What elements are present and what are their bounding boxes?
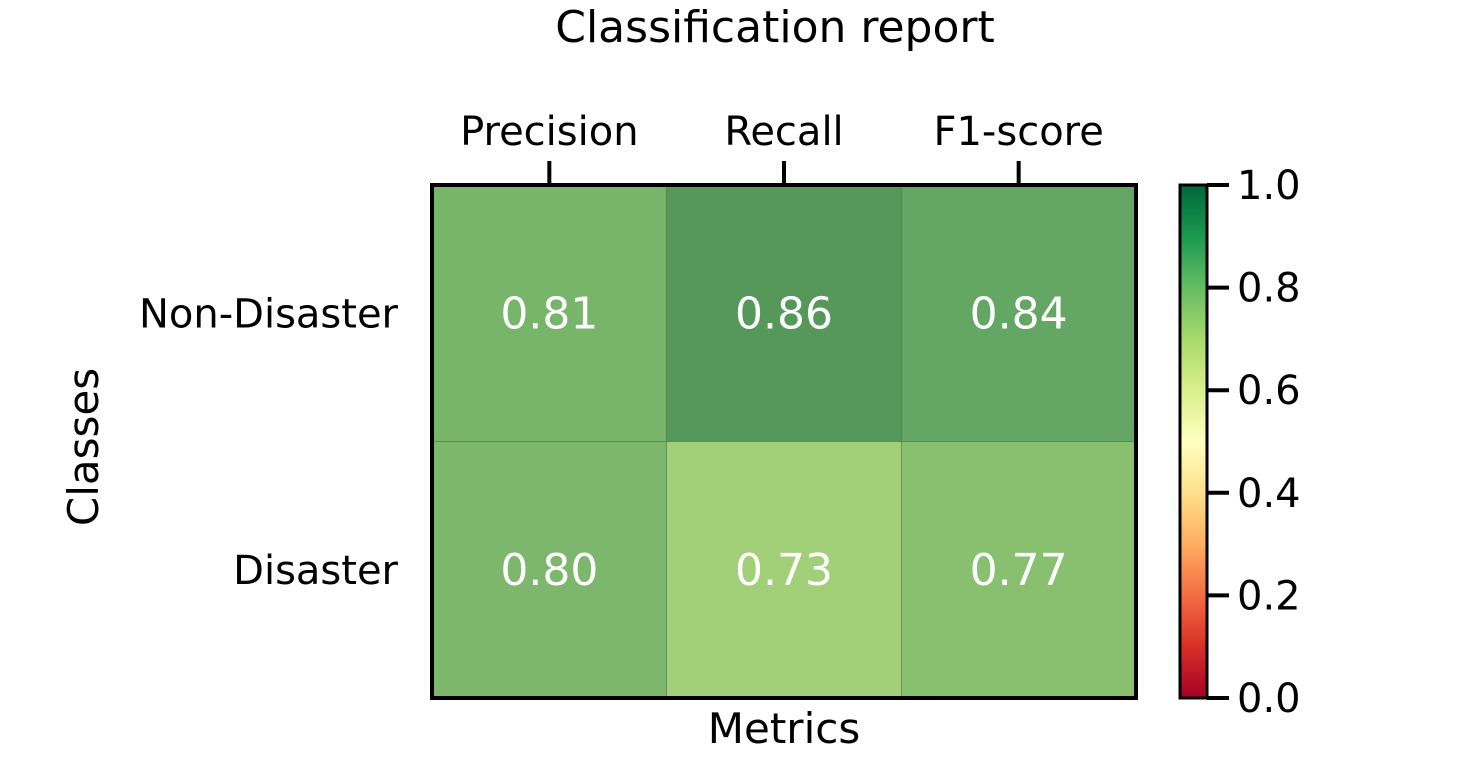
cell-value-label: 0.77 [970, 545, 1068, 596]
colorbar-ticks: 0.0 0.2 0.4 0.6 0.8 1.0 [1207, 163, 1301, 722]
y-axis-ticks: Non-Disaster Disaster [139, 291, 399, 594]
x-axis-label: Metrics [708, 704, 860, 753]
x-tick-label: F1-score [933, 109, 1103, 155]
colorbar-gradient [1178, 183, 1209, 700]
y-tick-label: Disaster [233, 548, 398, 594]
colorbar-tick-label: 0.6 [1237, 368, 1301, 414]
heatmap-cell [431, 184, 667, 442]
x-tick-label: Precision [460, 109, 638, 155]
colorbar-tick-label: 0.4 [1237, 471, 1301, 517]
heatmap-cell [431, 441, 667, 699]
heatmap-cell [901, 441, 1137, 699]
chart-title: Classification report [555, 2, 995, 53]
heatmap-cell-labels: 0.81 0.86 0.84 0.80 0.73 0.77 [500, 288, 1067, 596]
cell-value-label: 0.81 [500, 288, 598, 339]
colorbar-tick-label: 1.0 [1237, 163, 1301, 209]
x-tick-label: Recall [724, 109, 843, 155]
colorbar-tick-label: 0.2 [1237, 573, 1301, 619]
heatmap-cells [431, 184, 1137, 699]
colorbar: 0.0 0.2 0.4 0.6 0.8 1.0 [1178, 163, 1301, 722]
y-axis-label: Classes [59, 368, 108, 526]
cell-value-label: 0.73 [735, 545, 833, 596]
cell-value-label: 0.84 [970, 288, 1068, 339]
x-axis-ticks: Precision Recall F1-score [460, 109, 1104, 185]
heatmap-cell [666, 441, 902, 699]
heatmap-cell [666, 184, 902, 442]
y-tick-label: Non-Disaster [139, 291, 399, 337]
cell-value-label: 0.80 [500, 545, 598, 596]
colorbar-tick-label: 0.8 [1237, 266, 1301, 312]
cell-value-label: 0.86 [735, 288, 833, 339]
colorbar-tick-label: 0.0 [1237, 676, 1301, 722]
